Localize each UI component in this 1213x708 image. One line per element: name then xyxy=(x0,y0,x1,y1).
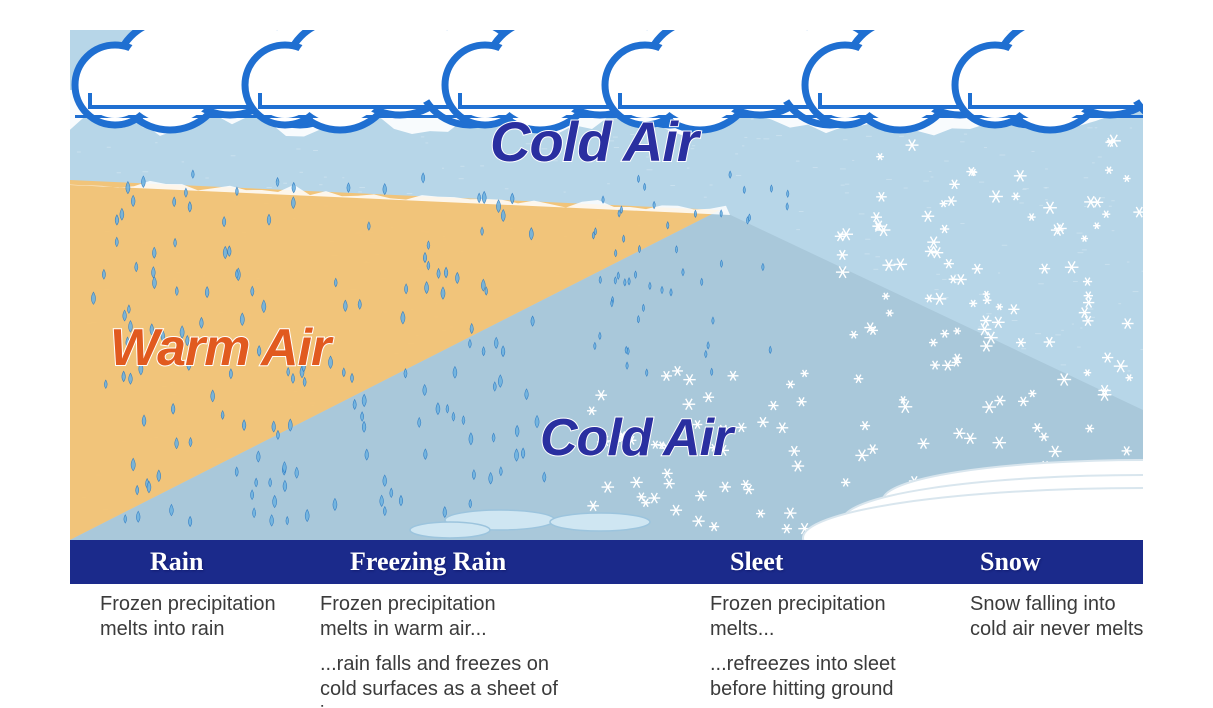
bar-sleet: Sleet xyxy=(730,547,783,577)
cold-air-top-label: Cold Air xyxy=(490,109,698,174)
warm-air-label: Warm Air xyxy=(110,318,330,378)
category-bar: Rain Freezing Rain Sleet Snow xyxy=(70,540,1143,584)
bar-snow: Snow xyxy=(980,547,1041,577)
cold-air-bottom-label: Cold Air xyxy=(540,408,732,468)
desc-sleet: Frozen precipitationmelts......refreezes… xyxy=(710,592,970,702)
desc-snow: Snow falling intocold air never melts xyxy=(970,592,1213,642)
desc-freezing-rain: Frozen precipitationmelts in warm air...… xyxy=(320,592,580,708)
bar-freezing-rain: Freezing Rain xyxy=(350,547,506,577)
precip-infographic: Cold Air Warm Air Cold Air Rain Freezing… xyxy=(0,0,1213,708)
bar-rain: Rain xyxy=(150,547,203,577)
diagram-panel: Cold Air Warm Air Cold Air xyxy=(70,30,1143,540)
